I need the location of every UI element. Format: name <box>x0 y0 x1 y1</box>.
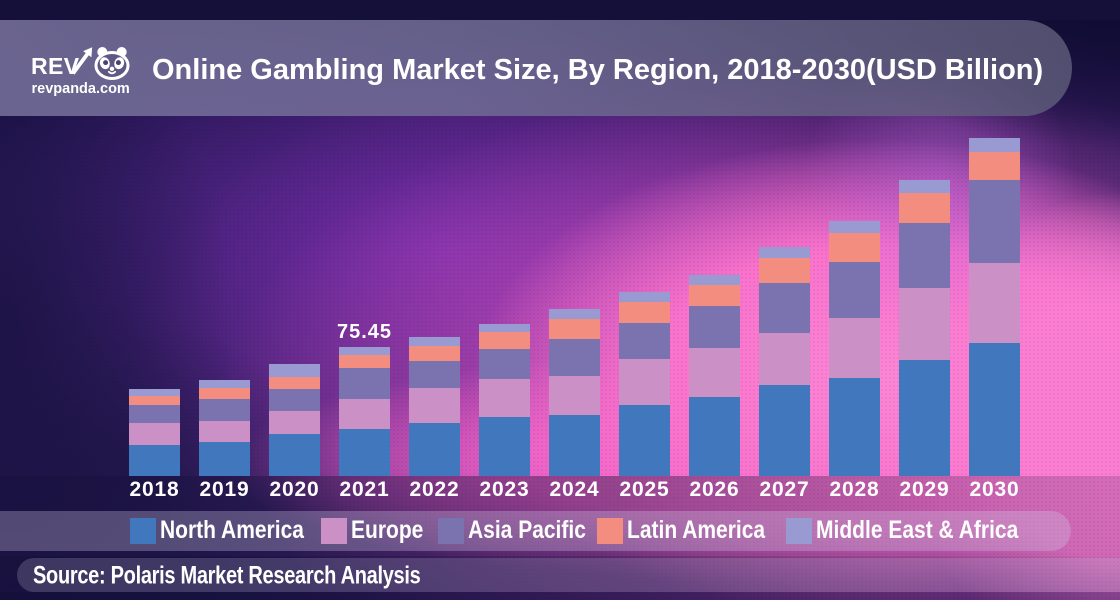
svg-text:revpanda.com: revpanda.com <box>32 81 130 97</box>
svg-text:REV: REV <box>31 53 80 79</box>
